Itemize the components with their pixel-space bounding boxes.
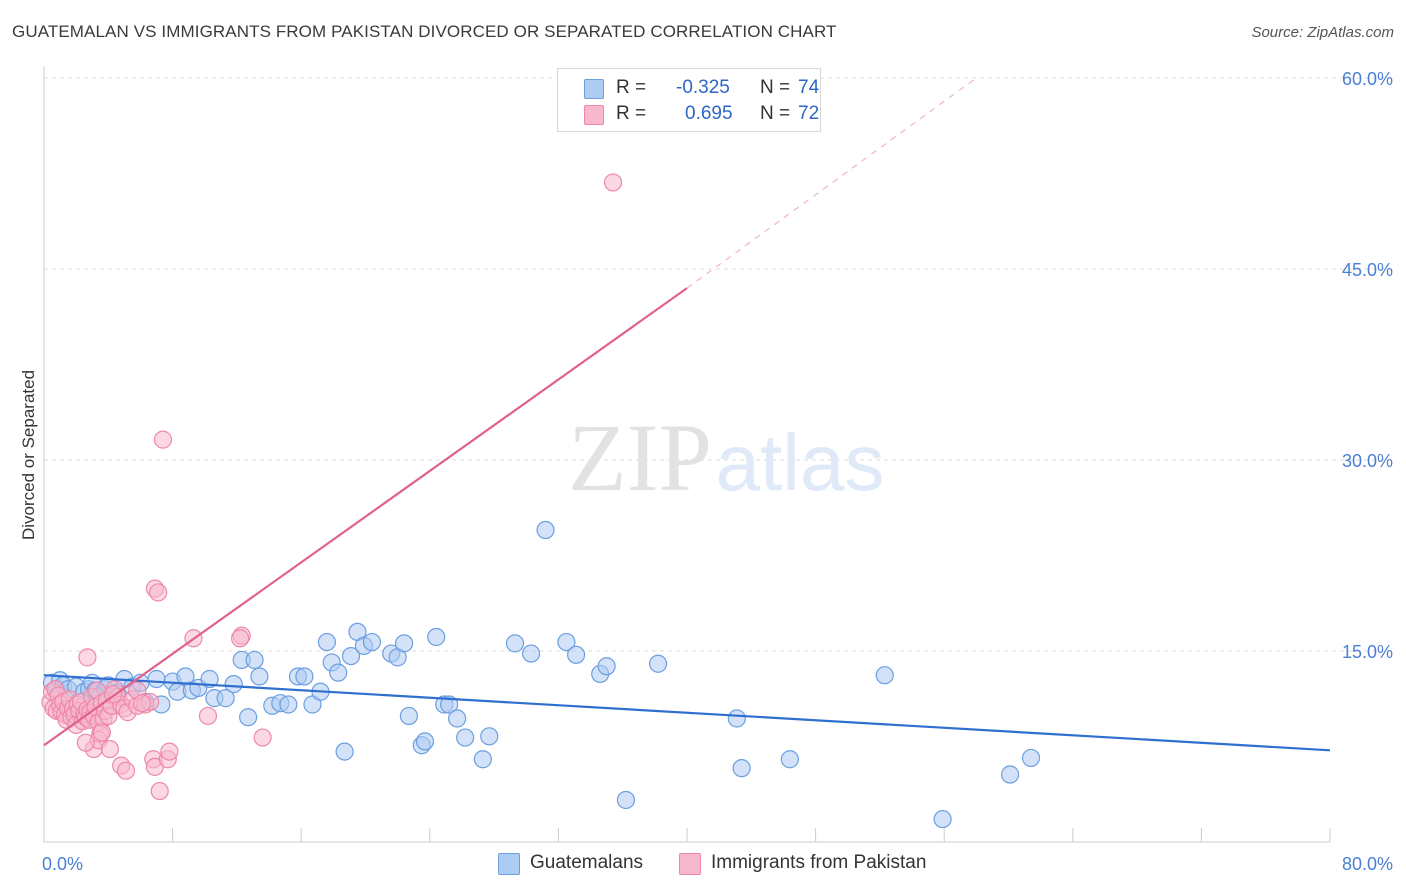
trend-line-pakistan (43, 287, 688, 747)
y-tick-label: 15.0% (1342, 642, 1393, 662)
data-point (132, 694, 152, 713)
legend-label-pakistan: Immigrants from Pakistan (711, 852, 927, 873)
y-axis-label: Divorced or Separated (19, 370, 38, 540)
y-tick-label: 60.0% (1342, 69, 1393, 89)
data-point (648, 654, 668, 673)
data-point (536, 520, 555, 540)
data-point (216, 689, 235, 708)
data-point (92, 723, 111, 742)
r-label: R = (616, 77, 647, 98)
data-point (329, 663, 348, 682)
data-point (245, 650, 264, 670)
data-point (147, 669, 166, 689)
legend-swatch-blue (498, 853, 520, 875)
watermark: ZIP atlas (568, 404, 884, 511)
series-pakistan (41, 173, 623, 801)
data-point (1021, 748, 1041, 768)
data-point (200, 669, 219, 689)
r-label: R = (616, 103, 647, 124)
y-tick-label: 45.0% (1342, 260, 1393, 280)
data-point (505, 634, 525, 653)
gridlines (44, 77, 1395, 652)
source-label: Source: ZipAtlas.com (1251, 24, 1394, 41)
n-value: 74 (798, 77, 820, 98)
data-point (239, 708, 258, 727)
r-value: -0.325 (676, 77, 730, 98)
data-point (727, 709, 746, 728)
data-point (415, 732, 435, 751)
y-tick-label: 30.0% (1342, 451, 1393, 471)
data-point (616, 790, 636, 810)
data-point (427, 627, 446, 647)
legend-swatch-blue (584, 79, 604, 99)
data-point (160, 742, 179, 761)
data-point (198, 706, 218, 726)
data-point (231, 629, 250, 648)
data-point (439, 695, 459, 714)
data-point (295, 667, 314, 686)
data-point (603, 173, 623, 192)
data-point (362, 632, 382, 652)
n-label: N = (760, 77, 791, 98)
data-point (399, 706, 419, 726)
data-point (597, 657, 616, 676)
series-guatemalans (42, 520, 1041, 829)
x-tick-label: 0.0% (42, 854, 83, 874)
data-point (557, 632, 576, 652)
data-point (473, 750, 492, 769)
r-value: 0.695 (685, 103, 733, 124)
legend-swatch-pink (679, 853, 701, 875)
data-point (317, 632, 337, 652)
n-label: N = (760, 103, 791, 124)
data-point (153, 430, 173, 449)
x-tick-labels: 0.0% 80.0% (42, 854, 1393, 874)
legend-swatch-pink (584, 105, 604, 125)
data-point (335, 742, 354, 761)
legend-bottom: Guatemalans Immigrants from Pakistan (0, 852, 1406, 878)
data-point (732, 759, 751, 778)
data-point (521, 644, 541, 663)
chart-title: GUATEMALAN VS IMMIGRANTS FROM PAKISTAN D… (12, 22, 837, 41)
data-point (279, 695, 298, 714)
data-point (456, 728, 475, 747)
data-point (448, 709, 467, 728)
data-point (76, 733, 95, 752)
data-point (150, 781, 169, 801)
data-point (933, 809, 952, 829)
data-point (1001, 765, 1020, 784)
trend-lines (43, 77, 1331, 752)
legend-label-guatemalans: Guatemalans (530, 852, 644, 873)
data-point (394, 634, 414, 653)
data-point (780, 750, 799, 769)
data-point (566, 645, 586, 664)
data-point (253, 728, 272, 747)
data-point (116, 761, 136, 780)
x-tick-label: 80.0% (1342, 854, 1393, 874)
data-point (480, 727, 499, 746)
data-point (875, 666, 894, 685)
watermark-zip: ZIP (568, 404, 712, 511)
trend-line-guatemalans (43, 674, 1331, 752)
n-value: 72 (798, 103, 820, 124)
data-point (149, 583, 168, 602)
watermark-atlas: atlas (716, 418, 885, 507)
data-point (341, 646, 361, 666)
legend-stats: R = -0.325 N = 74 R = 0.695 N = 72 (557, 68, 821, 132)
data-point (100, 739, 120, 759)
y-tick-labels: 15.0% 30.0% 45.0% 60.0% (1342, 69, 1393, 662)
axes (43, 66, 1331, 843)
data-point (250, 667, 269, 686)
data-point (78, 648, 97, 667)
data-point (224, 675, 243, 694)
